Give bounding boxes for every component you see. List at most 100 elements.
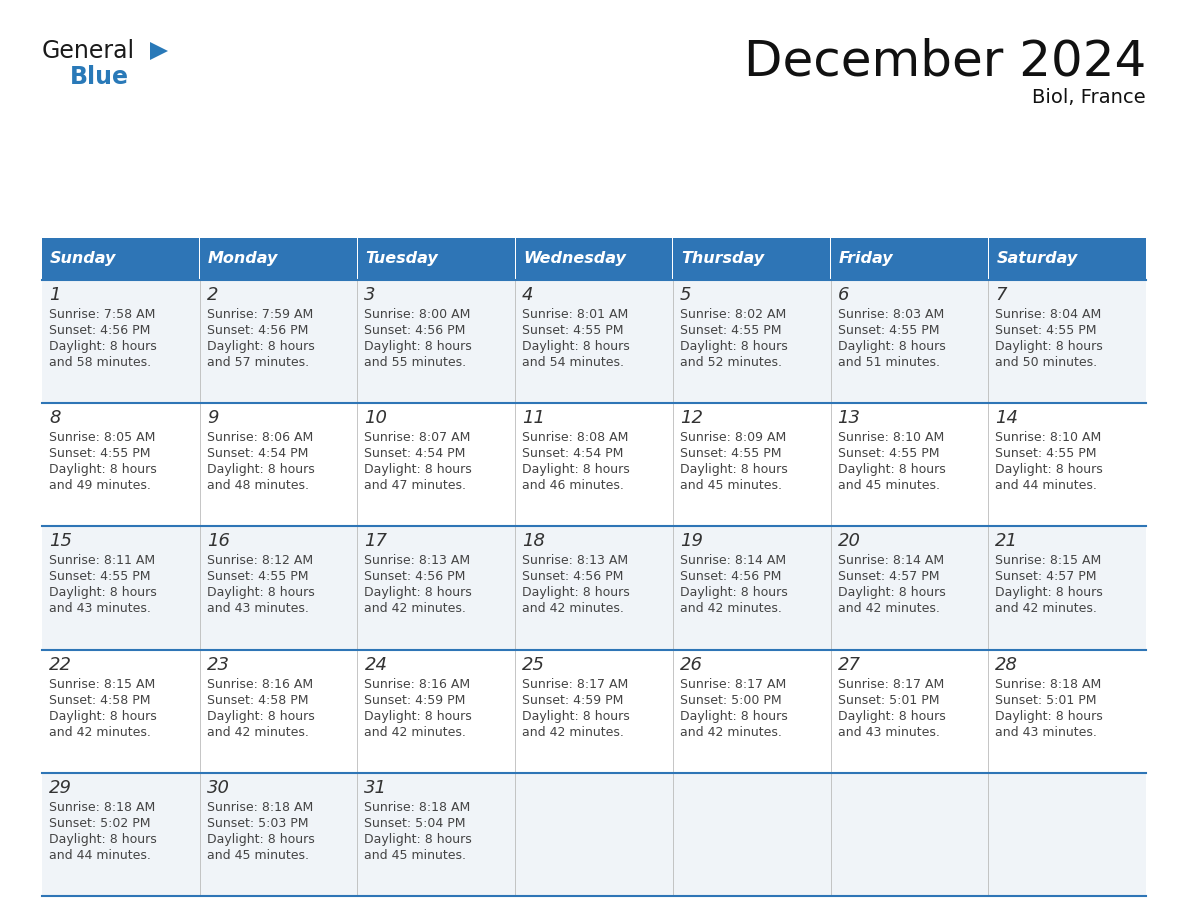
Text: 24: 24: [365, 655, 387, 674]
Text: Daylight: 8 hours: Daylight: 8 hours: [523, 464, 630, 476]
Text: Daylight: 8 hours: Daylight: 8 hours: [680, 340, 788, 353]
Text: and 42 minutes.: and 42 minutes.: [996, 602, 1098, 615]
Text: Daylight: 8 hours: Daylight: 8 hours: [365, 587, 472, 599]
Text: 22: 22: [49, 655, 72, 674]
Text: and 54 minutes.: and 54 minutes.: [523, 356, 624, 369]
Text: Sunrise: 8:01 AM: Sunrise: 8:01 AM: [523, 308, 628, 321]
Text: Daylight: 8 hours: Daylight: 8 hours: [49, 340, 157, 353]
Text: Sunset: 4:56 PM: Sunset: 4:56 PM: [49, 324, 151, 337]
Text: Sunrise: 8:14 AM: Sunrise: 8:14 AM: [680, 554, 786, 567]
Text: Monday: Monday: [208, 252, 278, 266]
Text: Daylight: 8 hours: Daylight: 8 hours: [838, 587, 946, 599]
Text: 23: 23: [207, 655, 229, 674]
Text: Biol, France: Biol, France: [1032, 88, 1146, 107]
Text: Sunrise: 8:00 AM: Sunrise: 8:00 AM: [365, 308, 470, 321]
Text: Sunrise: 8:16 AM: Sunrise: 8:16 AM: [365, 677, 470, 690]
Text: Sunset: 4:59 PM: Sunset: 4:59 PM: [365, 694, 466, 707]
Text: Sunset: 4:54 PM: Sunset: 4:54 PM: [523, 447, 624, 460]
Text: Sunset: 4:55 PM: Sunset: 4:55 PM: [523, 324, 624, 337]
Bar: [42, 526, 1146, 650]
Text: Daylight: 8 hours: Daylight: 8 hours: [838, 464, 946, 476]
Text: Daylight: 8 hours: Daylight: 8 hours: [680, 587, 788, 599]
Text: Sunset: 4:54 PM: Sunset: 4:54 PM: [207, 447, 308, 460]
Text: 5: 5: [680, 286, 691, 304]
Text: 31: 31: [365, 778, 387, 797]
Text: Daylight: 8 hours: Daylight: 8 hours: [207, 587, 315, 599]
Text: 28: 28: [996, 655, 1018, 674]
Text: December 2024: December 2024: [744, 38, 1146, 86]
Text: Daylight: 8 hours: Daylight: 8 hours: [680, 464, 788, 476]
Text: and 44 minutes.: and 44 minutes.: [996, 479, 1098, 492]
Text: Daylight: 8 hours: Daylight: 8 hours: [365, 340, 472, 353]
Text: Sunrise: 8:03 AM: Sunrise: 8:03 AM: [838, 308, 943, 321]
Text: Daylight: 8 hours: Daylight: 8 hours: [523, 710, 630, 722]
Text: Sunset: 4:58 PM: Sunset: 4:58 PM: [49, 694, 151, 707]
Text: Sunrise: 8:12 AM: Sunrise: 8:12 AM: [207, 554, 312, 567]
Text: Sunrise: 8:17 AM: Sunrise: 8:17 AM: [680, 677, 786, 690]
Text: Wednesday: Wednesday: [523, 252, 626, 266]
Text: and 42 minutes.: and 42 minutes.: [365, 725, 467, 739]
Text: Sunrise: 7:59 AM: Sunrise: 7:59 AM: [207, 308, 312, 321]
Text: Daylight: 8 hours: Daylight: 8 hours: [996, 464, 1102, 476]
Text: Daylight: 8 hours: Daylight: 8 hours: [49, 833, 157, 845]
Text: 11: 11: [523, 409, 545, 427]
Polygon shape: [150, 42, 168, 60]
Bar: [830, 238, 988, 280]
Text: Sunset: 4:58 PM: Sunset: 4:58 PM: [207, 694, 308, 707]
Text: Sunrise: 8:05 AM: Sunrise: 8:05 AM: [49, 431, 156, 444]
Text: 4: 4: [523, 286, 533, 304]
Text: Sunrise: 8:08 AM: Sunrise: 8:08 AM: [523, 431, 628, 444]
Text: Daylight: 8 hours: Daylight: 8 hours: [680, 710, 788, 722]
Bar: [516, 238, 672, 280]
Text: 17: 17: [365, 532, 387, 551]
Text: and 42 minutes.: and 42 minutes.: [838, 602, 940, 615]
Text: Sunrise: 8:16 AM: Sunrise: 8:16 AM: [207, 677, 312, 690]
Text: 2: 2: [207, 286, 219, 304]
Text: 10: 10: [365, 409, 387, 427]
Text: Sunrise: 8:02 AM: Sunrise: 8:02 AM: [680, 308, 786, 321]
Text: Sunrise: 8:15 AM: Sunrise: 8:15 AM: [49, 677, 156, 690]
Text: Sunset: 4:59 PM: Sunset: 4:59 PM: [523, 694, 624, 707]
Text: and 58 minutes.: and 58 minutes.: [49, 356, 151, 369]
Text: Sunset: 5:01 PM: Sunset: 5:01 PM: [996, 694, 1097, 707]
Text: Sunset: 4:55 PM: Sunset: 4:55 PM: [49, 570, 151, 584]
Text: Sunrise: 8:10 AM: Sunrise: 8:10 AM: [838, 431, 943, 444]
Text: 20: 20: [838, 532, 860, 551]
Text: Daylight: 8 hours: Daylight: 8 hours: [996, 710, 1102, 722]
Bar: [200, 238, 358, 280]
Text: 21: 21: [996, 532, 1018, 551]
Text: Sunset: 4:56 PM: Sunset: 4:56 PM: [523, 570, 624, 584]
Text: Sunset: 4:56 PM: Sunset: 4:56 PM: [365, 570, 466, 584]
Text: Sunset: 4:57 PM: Sunset: 4:57 PM: [996, 570, 1097, 584]
Text: 25: 25: [523, 655, 545, 674]
Text: Sunrise: 8:11 AM: Sunrise: 8:11 AM: [49, 554, 156, 567]
Text: Daylight: 8 hours: Daylight: 8 hours: [207, 710, 315, 722]
Text: 15: 15: [49, 532, 72, 551]
Text: Daylight: 8 hours: Daylight: 8 hours: [207, 833, 315, 845]
Text: and 42 minutes.: and 42 minutes.: [49, 725, 151, 739]
Text: Sunrise: 8:13 AM: Sunrise: 8:13 AM: [523, 554, 628, 567]
Text: Daylight: 8 hours: Daylight: 8 hours: [207, 340, 315, 353]
Text: and 42 minutes.: and 42 minutes.: [207, 725, 309, 739]
Text: Sunset: 4:56 PM: Sunset: 4:56 PM: [365, 324, 466, 337]
Text: and 51 minutes.: and 51 minutes.: [838, 356, 940, 369]
Text: 3: 3: [365, 286, 375, 304]
Text: Daylight: 8 hours: Daylight: 8 hours: [838, 340, 946, 353]
Text: 12: 12: [680, 409, 703, 427]
Text: Daylight: 8 hours: Daylight: 8 hours: [523, 587, 630, 599]
Text: Daylight: 8 hours: Daylight: 8 hours: [365, 710, 472, 722]
Text: Daylight: 8 hours: Daylight: 8 hours: [996, 340, 1102, 353]
Text: and 55 minutes.: and 55 minutes.: [365, 356, 467, 369]
Text: and 42 minutes.: and 42 minutes.: [523, 602, 624, 615]
Text: Sunrise: 8:10 AM: Sunrise: 8:10 AM: [996, 431, 1101, 444]
Bar: [42, 403, 1146, 526]
Text: Sunrise: 8:18 AM: Sunrise: 8:18 AM: [207, 800, 312, 813]
Text: Sunset: 4:55 PM: Sunset: 4:55 PM: [838, 447, 939, 460]
Text: and 50 minutes.: and 50 minutes.: [996, 356, 1098, 369]
Text: and 45 minutes.: and 45 minutes.: [838, 479, 940, 492]
Text: Sunset: 5:01 PM: Sunset: 5:01 PM: [838, 694, 939, 707]
Text: 8: 8: [49, 409, 61, 427]
Text: 1: 1: [49, 286, 61, 304]
Text: and 48 minutes.: and 48 minutes.: [207, 479, 309, 492]
Text: Sunset: 5:02 PM: Sunset: 5:02 PM: [49, 817, 151, 830]
